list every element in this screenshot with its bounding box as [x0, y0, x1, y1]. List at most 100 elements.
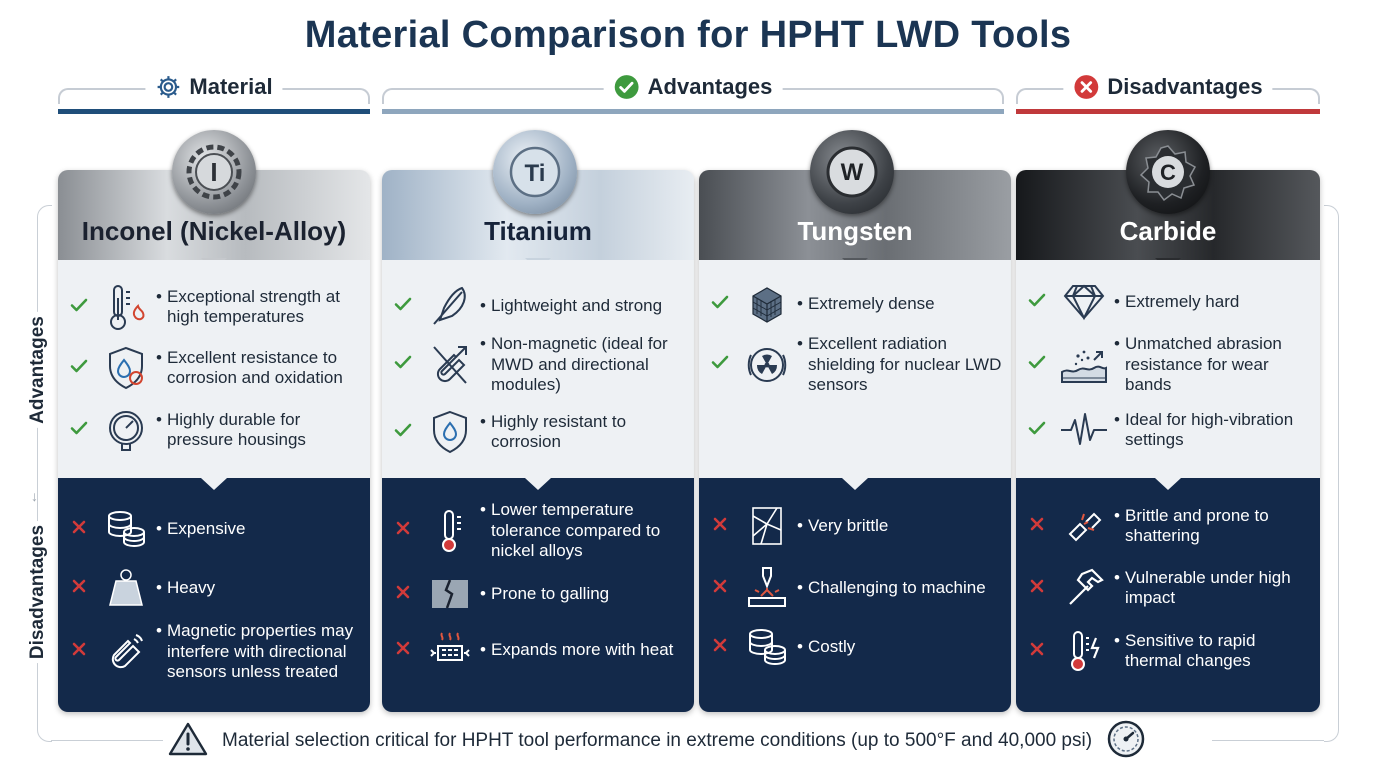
cross-icon	[386, 584, 420, 605]
list-item: • Highly durable for pressure housings	[58, 406, 370, 454]
cross-icon	[1020, 641, 1054, 662]
disadvantage-text: Expensive	[167, 518, 246, 538]
section-label-disadvantages: Disadvantages	[1107, 74, 1263, 99]
cross-icon	[386, 520, 420, 541]
thermometer-icon	[420, 507, 480, 555]
side-label-advantages: Advantages	[27, 312, 49, 428]
disadvantages-panel: • Expensive • Heavy • Magnetic properties m…	[58, 478, 370, 712]
check-icon	[62, 296, 96, 319]
radiation-icon	[737, 341, 797, 389]
cross-icon	[62, 641, 96, 662]
gear-icon	[155, 74, 181, 100]
advantages-panel: • Extremely hard • Unmatched abrasion resi…	[1016, 260, 1320, 478]
material-card-tungsten: Tungsten • Extremely dense • Excellent rad…	[699, 170, 1011, 712]
list-item: • Costly	[699, 626, 1011, 668]
material-name: Carbide	[1119, 216, 1217, 246]
material-card-carbide: Carbide • Extremely hard • Unmatched abras…	[1016, 170, 1320, 712]
pressure-gauge-icon	[96, 406, 156, 454]
list-item: • Lower temperature tolerance compared to…	[382, 500, 694, 562]
disadvantage-text: Prone to galling	[491, 583, 610, 603]
section-label-advantages: Advantages	[647, 74, 773, 99]
shield-drop-icon	[96, 344, 156, 392]
heat-expansion-icon	[420, 628, 480, 672]
list-item: • Expands more with heat	[382, 628, 694, 672]
advantage-text: Extremely dense	[808, 293, 935, 313]
medal-symbol: W	[841, 159, 864, 186]
dense-cube-icon	[737, 282, 797, 326]
list-item: • Magnetic properties may interfere with …	[58, 621, 370, 683]
check-icon	[386, 421, 420, 444]
machining-icon	[737, 566, 797, 610]
disadvantage-text: Magnetic properties may interfere with d…	[167, 621, 354, 681]
footer-line-left	[51, 740, 163, 741]
cracked-glass-icon	[737, 504, 797, 548]
disadvantages-panel: • Very brittle • Challenging to machine • C…	[699, 478, 1011, 712]
list-item: • Extremely hard	[1016, 282, 1320, 322]
list-item: • Extremely dense	[699, 282, 1011, 326]
right-side-bracket	[1324, 205, 1339, 742]
check-circle-icon	[614, 74, 640, 100]
list-item: • Lightweight and strong	[382, 282, 694, 330]
check-icon	[1020, 353, 1054, 376]
footer-text: Material selection critical for HPHT too…	[222, 730, 1093, 751]
list-item: • Excellent radiation shielding for nucle…	[699, 334, 1011, 396]
section-label-material: Material	[189, 74, 273, 99]
down-arrow-icon: ↓	[31, 488, 38, 504]
cross-icon	[703, 637, 737, 658]
disadvantages-panel: • Lower temperature tolerance compared to…	[382, 478, 694, 712]
abrasion-icon	[1054, 342, 1114, 388]
cross-icon	[62, 519, 96, 540]
disadvantage-text: Sensitive to rapid thermal changes	[1125, 630, 1256, 671]
list-item: • Highly resistant to corrosion	[382, 408, 694, 456]
list-item: • Expensive	[58, 508, 370, 550]
list-item: • Heavy	[58, 567, 370, 609]
non-magnetic-icon	[420, 341, 480, 389]
disadvantage-text: Costly	[808, 636, 856, 656]
medal-symbol: Ti	[525, 160, 546, 187]
footer-line-right	[1212, 740, 1324, 741]
cross-icon	[703, 516, 737, 537]
check-icon	[386, 353, 420, 376]
section-header-material: Material	[58, 70, 370, 116]
check-icon	[1020, 419, 1054, 442]
material-name: Inconel (Nickel-Alloy)	[81, 216, 347, 246]
medal-symbol: C	[1160, 160, 1176, 185]
disadvantage-text: Brittle and prone to shattering	[1125, 505, 1269, 546]
list-item: • Vulnerable under high impact	[1016, 566, 1320, 610]
check-icon	[703, 353, 737, 376]
check-icon	[62, 357, 96, 380]
list-item: • Sensitive to rapid thermal changes	[1016, 628, 1320, 674]
tungsten-medal: W	[810, 130, 894, 214]
check-icon	[1020, 291, 1054, 314]
weight-icon	[96, 567, 156, 609]
advantage-text: Extremely hard	[1125, 291, 1240, 311]
check-icon	[62, 419, 96, 442]
coins-icon	[737, 626, 797, 668]
carbide-medal: C	[1126, 130, 1210, 214]
material-card-inconel: Inconel (Nickel-Alloy) • Exceptional stre…	[58, 170, 370, 712]
advantage-text: Excellent resistance to corrosion and ox…	[167, 347, 343, 388]
advantage-text: Highly durable for pressure housings	[167, 409, 306, 450]
inconel-medal: I	[172, 130, 256, 214]
shatter-icon	[1054, 504, 1114, 548]
cross-icon	[62, 578, 96, 599]
list-item: • Excellent resistance to corrosion and o…	[58, 344, 370, 392]
section-header-advantages: Advantages	[382, 70, 1004, 116]
advantage-text: Lightweight and strong	[491, 295, 663, 315]
disadvantage-text: Lower temperature tolerance compared to …	[491, 500, 661, 560]
footer-note: Material selection critical for HPHT too…	[168, 720, 1208, 762]
x-circle-icon	[1073, 74, 1099, 100]
advantage-text: Non-magnetic (ideal for MWD and directio…	[491, 334, 668, 394]
disadvantage-text: Expands more with heat	[491, 639, 674, 659]
list-item: • Unmatched abrasion resistance for wear …	[1016, 334, 1320, 396]
gauge-icon	[1106, 719, 1146, 764]
disadvantage-text: Heavy	[167, 577, 216, 597]
feather-icon	[420, 282, 480, 330]
advantage-text: Exceptional strength at high temperature…	[167, 286, 340, 327]
material-name: Tungsten	[797, 216, 913, 246]
shield-drop-icon	[420, 408, 480, 456]
coins-icon	[96, 508, 156, 550]
advantages-panel: • Lightweight and strong • Non-magnetic (i…	[382, 260, 694, 478]
thermometer-flame-icon	[96, 282, 156, 332]
side-label-disadvantages: Disadvantages	[27, 520, 49, 664]
